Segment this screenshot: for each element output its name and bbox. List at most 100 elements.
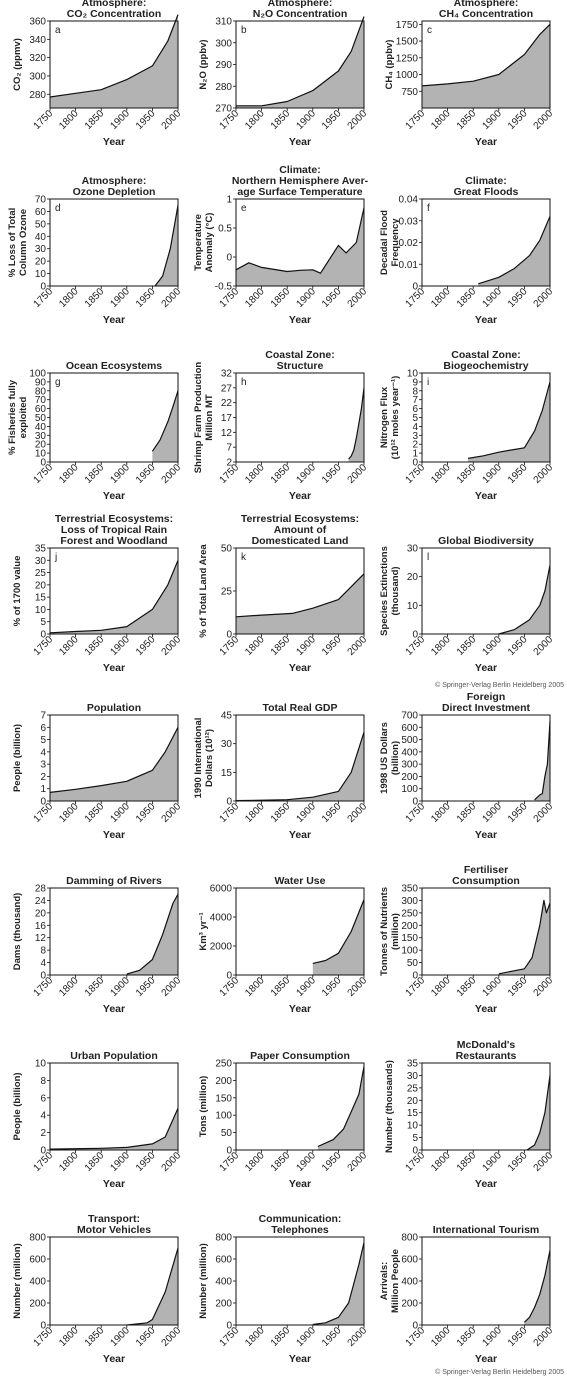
chart-title: Ocean Ecosystems: [66, 360, 162, 372]
panel-letter: a: [55, 25, 61, 36]
x-axis-label: Year: [475, 829, 497, 841]
x-tick-label: 1800: [429, 975, 453, 999]
y-tick-label: 5: [412, 413, 418, 424]
panel-letter: l: [427, 552, 429, 563]
chart-title: Atmosphere:: [454, 0, 519, 9]
series-line: [235, 573, 365, 618]
y-tick-label: 6: [40, 1093, 46, 1104]
chart-title: Atmosphere:: [82, 175, 147, 187]
x-tick-label: 1950: [506, 1325, 530, 1349]
y-tick-label: 12: [221, 428, 233, 439]
y-axis-label: (million): [390, 913, 401, 950]
y-tick-label: 100: [401, 784, 418, 795]
x-tick-label: 1800: [243, 462, 267, 486]
y-tick-label: -0.5: [215, 282, 233, 293]
y-tick-label: 0: [40, 630, 46, 641]
y-tick-label: 25: [221, 587, 233, 598]
chart-title: Water Use: [275, 875, 326, 887]
y-tick-label: 0: [40, 458, 46, 469]
x-tick-label: 2000: [532, 462, 556, 486]
x-tick-label: 1850: [269, 108, 293, 132]
y-axis-label: Dollars (10¹²): [204, 729, 215, 787]
chart-title: Telephones: [271, 1224, 329, 1236]
x-tick-label: 1950: [506, 1150, 530, 1174]
series-line: [523, 1250, 551, 1323]
chart-title: age Surface Temperature: [237, 186, 362, 198]
plot-frame: [235, 372, 365, 463]
y-tick-label: 0: [226, 1321, 232, 1332]
y-tick-label: 40: [35, 232, 47, 243]
y-tick-label: 700: [401, 711, 418, 722]
plot-frame: [421, 887, 551, 976]
y-tick-label: 6000: [210, 884, 233, 895]
y-tick-label: 0: [226, 797, 232, 808]
series-area: [478, 216, 550, 286]
y-tick-label: 15: [35, 593, 47, 604]
series-line: [312, 899, 365, 964]
y-tick-label: 20: [35, 257, 47, 268]
x-tick-label: 1900: [294, 975, 318, 999]
y-tick-label: 28: [35, 884, 47, 895]
chart-title: Communication:: [259, 1213, 342, 1225]
chart-title: Climate:: [279, 164, 320, 176]
x-tick-label: 1850: [269, 1150, 293, 1174]
y-tick-label: 800: [29, 1233, 46, 1244]
x-tick-label: 1850: [269, 462, 293, 486]
y-tick-label: 280: [215, 82, 232, 93]
x-tick-label: 2000: [346, 108, 370, 132]
x-tick-label: 1950: [134, 1325, 158, 1349]
x-tick-label: 2000: [532, 1150, 556, 1174]
y-axis-label: Decadal Flood: [379, 210, 390, 275]
y-tick-label: 15: [407, 1108, 419, 1119]
y-tick-label: 0: [226, 253, 232, 264]
y-tick-label: 300: [401, 896, 418, 907]
x-tick-label: 1750: [32, 286, 56, 310]
panel-letter: f: [427, 203, 430, 214]
x-tick-label: 2000: [532, 108, 556, 132]
y-tick-label: 0.04: [399, 195, 419, 206]
x-tick-label: 1900: [480, 1325, 504, 1349]
x-tick-label: 1800: [429, 634, 453, 658]
plot-frame: [235, 714, 365, 802]
y-tick-label: 200: [401, 921, 418, 932]
plot-frame: [421, 1236, 551, 1326]
y-tick-label: 2: [226, 458, 232, 469]
series-line: [421, 23, 551, 87]
chart-title: International Tourism: [433, 1224, 540, 1236]
x-tick-label: 1800: [57, 462, 81, 486]
series-line: [154, 205, 179, 287]
chart-title: Atmosphere:: [82, 0, 147, 9]
y-tick-label: 25: [35, 568, 47, 579]
x-tick-label: 2000: [532, 801, 556, 825]
x-tick-label: 1950: [320, 286, 344, 310]
plot-frame: [235, 1062, 365, 1151]
x-tick-label: 1800: [243, 1325, 267, 1349]
x-tick-label: 1800: [243, 801, 267, 825]
panel-letter: k: [241, 552, 247, 563]
y-axis-label: % Loss of Total: [7, 208, 18, 278]
x-tick-label: 1950: [320, 108, 344, 132]
x-tick-label: 1850: [83, 801, 107, 825]
x-tick-label: 1800: [429, 1150, 453, 1174]
x-axis-label: Year: [103, 829, 125, 841]
x-tick-label: 1950: [506, 286, 530, 310]
y-tick-label: 6: [412, 404, 418, 415]
series-area: [498, 900, 550, 975]
y-tick-label: 5: [40, 735, 46, 746]
x-tick-label: 1950: [506, 462, 530, 486]
chart-panel: 0 50 100 150 200 250 1750 1800 1850 1900 1950 2000 Y…: [198, 1050, 369, 1190]
y-tick-label: 0: [412, 458, 418, 469]
x-axis-label: Year: [103, 314, 125, 326]
x-tick-label: 1800: [429, 1325, 453, 1349]
series-line: [126, 1247, 179, 1326]
x-axis-label: Year: [289, 490, 311, 502]
y-tick-label: 1: [412, 449, 418, 460]
y-tick-label: 200: [215, 1076, 232, 1087]
y-axis-label: Million MT: [204, 394, 215, 441]
x-axis-label: Year: [289, 1178, 311, 1190]
x-tick-label: 2000: [160, 975, 184, 999]
